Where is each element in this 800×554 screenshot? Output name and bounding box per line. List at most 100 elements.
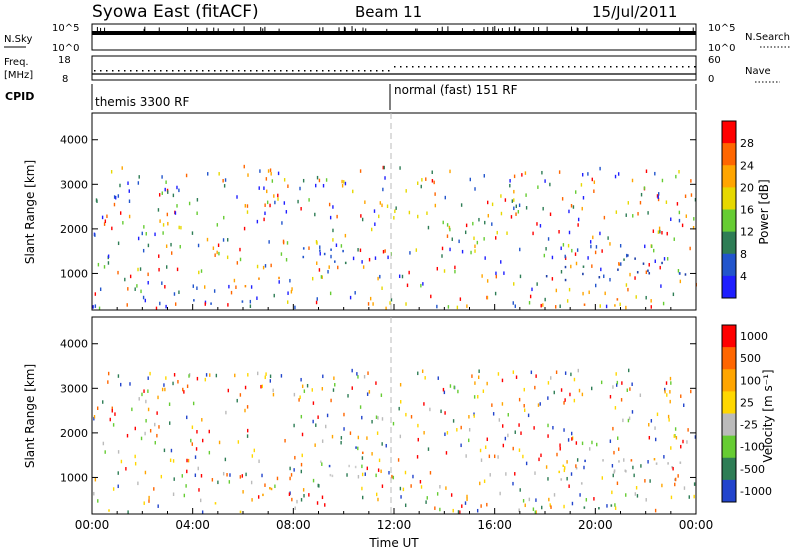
scatter-cell: [588, 290, 590, 295]
scatter-cell: [128, 199, 131, 203]
scatter-cell: [363, 374, 366, 379]
scatter-cell: [460, 425, 462, 430]
scatter-cell: [140, 289, 142, 294]
scatter-cell: [103, 265, 106, 269]
colorbar-tick-label: -1000: [740, 485, 772, 498]
scatter-cell: [261, 473, 263, 478]
scatter-cell: [142, 295, 145, 300]
scatter-cell: [374, 222, 376, 226]
scatter-cell: [514, 472, 516, 476]
scatter-cell: [224, 457, 227, 462]
scatter-cell: [519, 247, 521, 252]
scatter-cell: [379, 201, 382, 205]
scatter-cell: [147, 243, 150, 248]
scatter-cell: [343, 180, 345, 184]
scatter-cell: [451, 237, 453, 241]
nave-dot: [418, 66, 420, 68]
scatter-cell: [426, 496, 428, 500]
scatter-cell: [129, 274, 132, 279]
scatter-cell: [317, 483, 319, 488]
scatter-cell: [465, 454, 467, 458]
scatter-cell: [364, 472, 366, 476]
nave-dot: [166, 70, 168, 72]
scatter-cell: [657, 197, 660, 202]
scatter-cell: [482, 389, 485, 393]
cpid-segment-1: themis 3300 RF: [95, 95, 189, 109]
scatter-cell: [178, 225, 180, 230]
scatter-cell: [694, 197, 697, 202]
scatter-cell: [486, 437, 488, 442]
scatter-cell: [669, 390, 671, 394]
scatter-cell: [148, 499, 150, 503]
scatter-cell: [277, 197, 279, 201]
scatter-cell: [377, 416, 379, 420]
scatter-cell: [679, 279, 682, 284]
scatter-cell: [503, 271, 505, 275]
scatter-cell: [316, 501, 319, 505]
scatter-cell: [520, 431, 522, 435]
scatter-cell: [409, 251, 411, 255]
nave-dot: [256, 70, 258, 72]
scatter-cell: [172, 193, 175, 198]
colorbar-tick-label: -25: [740, 419, 758, 432]
scatter-cell: [449, 169, 451, 174]
scatter-cell: [374, 256, 377, 260]
scatter-cell: [222, 238, 225, 242]
scatter-cell: [250, 285, 253, 289]
scatter-cell: [332, 238, 334, 242]
scatter-cell: [272, 392, 275, 397]
scatter-cell: [575, 467, 578, 470]
scatter-cell: [642, 262, 645, 265]
scatter-cell: [417, 214, 419, 219]
scatter-cell: [578, 388, 581, 393]
scatter-cell: [215, 373, 218, 378]
nave-dot: [178, 70, 180, 72]
scatter-cell: [563, 428, 565, 432]
scatter-cell: [376, 431, 379, 435]
scatter-cell: [540, 303, 542, 308]
scatter-cell: [361, 495, 364, 500]
scatter-cell: [269, 487, 271, 490]
scatter-cell: [676, 202, 679, 206]
scatter-cell: [583, 465, 585, 470]
scatter-cell: [528, 301, 531, 305]
scatter-cell: [673, 434, 675, 438]
scatter-cell: [481, 274, 483, 278]
date-label: 15/Jul/2011: [592, 3, 677, 21]
scatter-cell: [445, 451, 448, 455]
scatter-cell: [563, 468, 566, 473]
scatter-cell: [227, 388, 230, 393]
nave-dot: [232, 70, 234, 72]
nave-dot: [316, 70, 318, 72]
scatter-cell: [301, 384, 304, 389]
scatter-cell: [670, 446, 672, 450]
scatter-cell: [144, 431, 146, 436]
scatter-cell: [547, 477, 549, 481]
scatter-cell: [662, 301, 665, 306]
scatter-cell: [669, 399, 671, 404]
scatter-cell: [562, 464, 565, 467]
scatter-cell: [343, 427, 345, 431]
scatter-cell: [216, 223, 219, 227]
scatter-cell: [631, 410, 634, 414]
scatter-cell: [285, 257, 288, 262]
scatter-cell: [612, 426, 614, 431]
scatter-cell: [613, 450, 615, 455]
scatter-cell: [609, 242, 611, 246]
scatter-cell: [368, 257, 371, 262]
scatter-cell: [383, 165, 385, 170]
scatter-cell: [191, 425, 194, 430]
scatter-cell: [443, 269, 446, 273]
scatter-cell: [664, 389, 666, 394]
scatter-cell: [535, 498, 537, 502]
scatter-cell: [566, 460, 568, 464]
scatter-cell: [509, 183, 511, 188]
scatter-cell: [477, 375, 480, 380]
scatter-cell: [562, 243, 565, 247]
nave-dot: [580, 66, 582, 68]
scatter-cell: [282, 240, 285, 245]
scatter-cell: [264, 375, 266, 380]
scatter-cell: [328, 464, 331, 468]
scatter-cell: [687, 428, 689, 432]
power-colorbar: 4 8 12 16 20 24 28: [721, 120, 754, 299]
